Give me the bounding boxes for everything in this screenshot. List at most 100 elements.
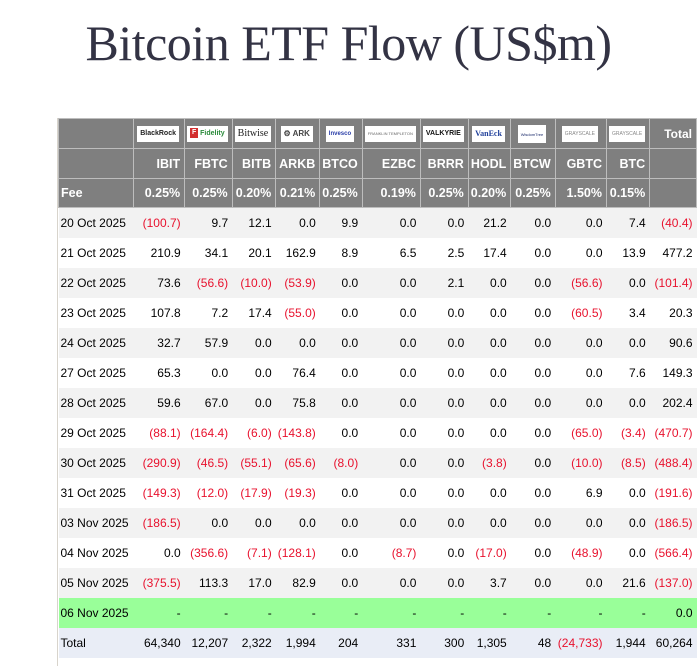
wisdomtree-logo-icon: WisdomTree bbox=[517, 124, 547, 143]
flow-value: - bbox=[555, 598, 607, 628]
flow-value: (12.0) bbox=[184, 478, 233, 508]
row-date: 27 Oct 2025 bbox=[58, 358, 134, 388]
flow-value: 2.5 bbox=[420, 238, 469, 268]
flow-value: - bbox=[133, 598, 185, 628]
flow-value: 0.0 bbox=[319, 328, 363, 358]
row-date: 06 Nov 2025 bbox=[58, 598, 134, 628]
flow-value: 0.0 bbox=[510, 538, 556, 568]
flow-value: 17.0 bbox=[232, 568, 276, 598]
cumulative-value: 204 bbox=[319, 628, 363, 658]
flow-value: (149.3) bbox=[133, 478, 185, 508]
table-row: 28 Oct 2025 59.6 67.0 0.0 75.8 0.0 0.0 0.0 0.0 0.… bbox=[58, 388, 697, 418]
flow-value: 0.0 bbox=[510, 328, 556, 358]
flow-value: 13.9 bbox=[606, 238, 650, 268]
table-row: 23 Oct 2025 107.8 7.2 17.4 (55.0) 0.0 0.0 0.0 0.… bbox=[58, 298, 697, 328]
flow-value: 21.2 bbox=[468, 207, 511, 238]
row-total: 477.2 bbox=[649, 238, 697, 268]
flow-value: (3.8) bbox=[468, 448, 511, 478]
flow-value: (164.4) bbox=[184, 418, 233, 448]
table-row: 30 Oct 2025 (290.9) (46.5) (55.1) (65.6) (8.0… bbox=[58, 448, 697, 478]
flow-value: 0.0 bbox=[362, 358, 421, 388]
flow-value: 0.0 bbox=[468, 328, 511, 358]
table-row-pending: 06 Nov 2025- - - - - - - - - - -0.0 bbox=[58, 598, 697, 628]
flow-value: (10.0) bbox=[232, 268, 276, 298]
flow-value: 0.0 bbox=[606, 388, 650, 418]
fee-value: 0.20% bbox=[467, 178, 512, 208]
flow-value: (55.0) bbox=[275, 298, 320, 328]
row-date: 23 Oct 2025 bbox=[58, 298, 134, 328]
table-row: 04 Nov 2025 0.0 (356.6) (7.1) (128.1) 0.0 (8.7… bbox=[58, 538, 697, 568]
flow-value: 0.0 bbox=[510, 298, 556, 328]
flow-value: - bbox=[362, 598, 421, 628]
flow-value: 0.0 bbox=[468, 508, 511, 538]
cumulative-value: (24,733) bbox=[555, 628, 607, 658]
flow-value: 73.6 bbox=[133, 268, 185, 298]
flow-value: 0.0 bbox=[319, 508, 363, 538]
ticker-header: EZBC bbox=[361, 148, 421, 179]
flow-value: 0.0 bbox=[319, 568, 363, 598]
flow-value: 0.0 bbox=[606, 508, 650, 538]
flow-value: 8.9 bbox=[319, 238, 363, 268]
flow-value: 0.0 bbox=[275, 328, 320, 358]
flow-value: 20.1 bbox=[232, 238, 276, 268]
flow-value: 3.7 bbox=[468, 568, 511, 598]
flow-value: 75.8 bbox=[275, 388, 320, 418]
flow-value: 0.0 bbox=[510, 268, 556, 298]
flow-value: 0.0 bbox=[606, 268, 650, 298]
fee-value: 0.25% bbox=[184, 178, 233, 208]
flow-value: 0.0 bbox=[420, 358, 469, 388]
flow-value: 0.0 bbox=[606, 478, 650, 508]
flow-value: 0.0 bbox=[420, 508, 469, 538]
flow-value: 9.7 bbox=[184, 207, 233, 238]
grayscale-logo-icon: GRAYSCALE bbox=[609, 125, 646, 142]
flow-value: 210.9 bbox=[133, 238, 185, 268]
cumulative-value: 12,207 bbox=[184, 628, 233, 658]
row-date: 20 Oct 2025 bbox=[58, 207, 134, 238]
page-title: Bitcoin ETF Flow (US$m) bbox=[85, 15, 612, 71]
ticker-header: FBTC bbox=[184, 148, 233, 179]
totals-row: Total 64,340 12,207 2,322 1,994 204 331 300 1,30… bbox=[58, 628, 697, 658]
flow-value: 67.0 bbox=[184, 388, 233, 418]
fee-value: 0.25% bbox=[133, 178, 186, 208]
fee-row: Fee 0.25% 0.25% 0.20% 0.21% 0.25% 0.19% … bbox=[57, 178, 697, 208]
table-row: 05 Nov 2025 (375.5) 113.3 17.0 82.9 0.0 0.0 0.0… bbox=[58, 568, 697, 598]
row-date: 31 Oct 2025 bbox=[58, 478, 134, 508]
row-total: 20.3 bbox=[649, 298, 697, 328]
flow-value: 0.0 bbox=[362, 448, 421, 478]
flow-value: 0.0 bbox=[362, 508, 421, 538]
cumulative-value: 64,340 bbox=[133, 628, 185, 658]
flow-value: - bbox=[184, 598, 233, 628]
flow-value: 0.0 bbox=[510, 448, 556, 478]
flow-value: 0.0 bbox=[275, 207, 320, 238]
flow-value: 0.0 bbox=[510, 418, 556, 448]
flow-value: (10.0) bbox=[555, 448, 607, 478]
flow-value: 0.0 bbox=[362, 418, 421, 448]
flow-value: 0.0 bbox=[420, 298, 469, 328]
issuer-logo-row: BlackRock F Fidelity Bitwise ⚙ ARK Invesc… bbox=[57, 118, 697, 149]
flow-value: 21.6 bbox=[606, 568, 650, 598]
flow-value: 0.0 bbox=[133, 538, 185, 568]
grand-total: 60,264 bbox=[649, 628, 697, 658]
row-date: 05 Nov 2025 bbox=[58, 568, 134, 598]
ticker-header: ARKB bbox=[275, 148, 321, 179]
flow-value: 0.0 bbox=[555, 207, 607, 238]
flow-value: 12.1 bbox=[232, 207, 276, 238]
flow-value: (56.6) bbox=[555, 268, 607, 298]
flow-value: 0.0 bbox=[420, 568, 469, 598]
flow-value: 0.0 bbox=[510, 388, 556, 418]
flow-value: 0.0 bbox=[420, 388, 469, 418]
flow-value: 0.0 bbox=[555, 508, 607, 538]
flow-value: 0.0 bbox=[362, 207, 421, 238]
row-total: (40.4) bbox=[649, 207, 697, 238]
cumulative-value: 48 bbox=[510, 628, 556, 658]
cumulative-value: 2,322 bbox=[232, 628, 276, 658]
flow-value: (65.6) bbox=[275, 448, 320, 478]
flow-value: 0.0 bbox=[420, 328, 469, 358]
flow-value: (19.3) bbox=[275, 478, 320, 508]
totals-label: Total bbox=[58, 628, 134, 658]
flow-value: 0.0 bbox=[232, 358, 276, 388]
row-total: (470.7) bbox=[649, 418, 697, 448]
row-date: 30 Oct 2025 bbox=[58, 448, 134, 478]
flow-value: 7.4 bbox=[606, 207, 650, 238]
franklin-templeton-logo-icon: FRANKLIN TEMPLETON bbox=[364, 125, 416, 142]
